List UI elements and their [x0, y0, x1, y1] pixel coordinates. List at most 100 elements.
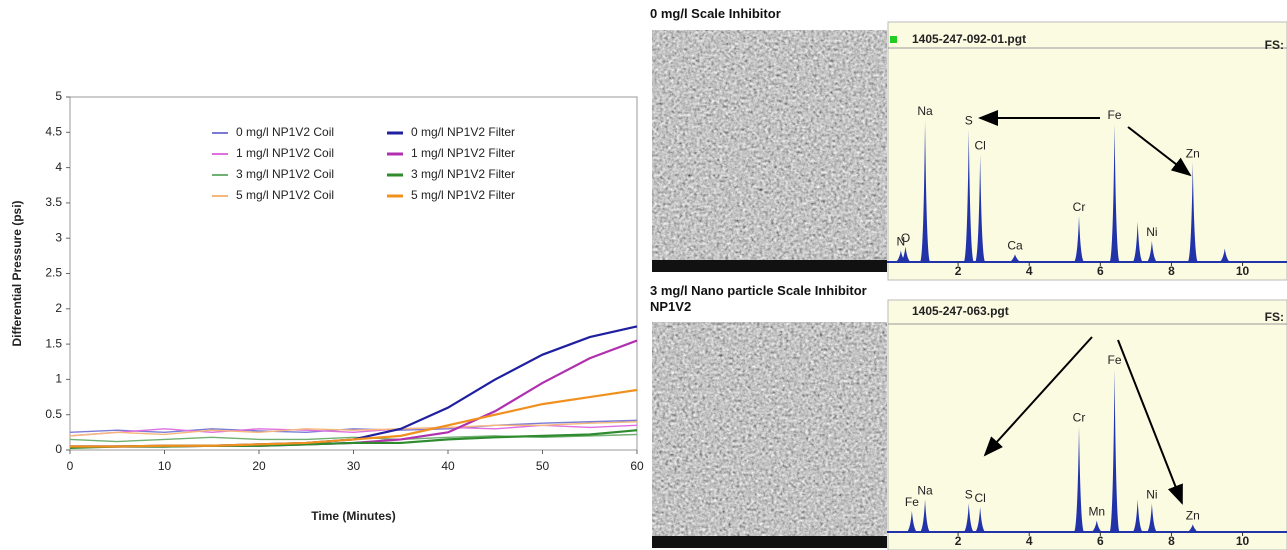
peak-label: Cr — [1073, 411, 1086, 425]
peak — [1132, 499, 1143, 532]
data-line — [70, 388, 638, 448]
data-line — [69, 433, 638, 443]
peak — [1010, 254, 1020, 262]
peak — [920, 499, 931, 532]
spectrum-file: 1405-247-063.pgt — [912, 304, 1009, 318]
arrow — [1127, 126, 1192, 177]
peak — [1074, 215, 1084, 262]
peak — [1109, 368, 1120, 532]
x-tick-label: 10 — [1236, 264, 1250, 278]
y-tick-label: 2.5 — [45, 266, 62, 280]
peak-label: Cl — [974, 491, 985, 505]
legend-label: 3 mg/l NP1V2 Coil — [236, 167, 334, 181]
peak — [906, 510, 917, 532]
peak-label: Mn — [1088, 505, 1105, 519]
y-tick-label: 0 — [55, 442, 62, 456]
x-tick-label: 8 — [1168, 264, 1175, 278]
x-tick-label: 2 — [955, 534, 962, 548]
spectrum-panel — [887, 21, 1287, 281]
x-tick-label: 4 — [1026, 264, 1033, 278]
y-tick-label: 5 — [55, 89, 62, 103]
x-tick-label: 60 — [630, 459, 644, 473]
legend-label: 3 mg/l NP1V2 Filter — [411, 167, 515, 181]
legend-label: 0 mg/l NP1V2 Filter — [411, 125, 515, 139]
sem-image — [652, 322, 887, 548]
status-icon — [890, 36, 897, 43]
peak-label: Ca — [1007, 238, 1023, 252]
y-tick-label: 3.5 — [45, 195, 62, 209]
peak-label: Na — [917, 484, 933, 498]
x-tick-label: 40 — [441, 459, 455, 473]
peak — [963, 503, 974, 532]
legend-label: 1 mg/l NP1V2 Coil — [236, 146, 334, 160]
peak-label: N — [897, 235, 906, 249]
peak — [1187, 162, 1198, 262]
spectrum-scale: FS: — [1265, 38, 1284, 52]
y-tick-label: 1.5 — [45, 336, 62, 350]
peak — [1074, 426, 1084, 532]
y-tick-label: 4.5 — [45, 124, 62, 138]
arrow — [983, 336, 1093, 457]
spectrum-file: 1405-247-092-01.pgt — [912, 32, 1026, 46]
sem-caption-bar — [652, 260, 887, 272]
peak — [1219, 248, 1230, 262]
panel-title: 0 mg/l Scale Inhibitor — [650, 6, 781, 21]
peak-label: S — [965, 487, 973, 501]
sem-caption-bar — [652, 536, 887, 548]
peak-label: O — [901, 231, 910, 245]
x-tick-label: 10 — [1236, 534, 1250, 548]
legend-label: 1 mg/l NP1V2 Filter — [411, 146, 515, 160]
peak — [1146, 503, 1157, 532]
y-tick-label: 2 — [55, 301, 62, 315]
peak — [963, 129, 974, 262]
x-tick-label: 6 — [1097, 264, 1104, 278]
legend-label: 0 mg/l NP1V2 Coil — [236, 125, 334, 139]
peak — [1091, 520, 1102, 532]
data-line — [69, 419, 638, 434]
peak-label: Zn — [1186, 508, 1200, 522]
peak — [975, 154, 986, 262]
peak-label: Cl — [974, 139, 985, 153]
x-tick-label: 4 — [1026, 534, 1033, 548]
peak — [1109, 123, 1120, 262]
peak — [975, 507, 986, 532]
x-tick-label: 50 — [536, 459, 550, 473]
spectrum-scale: FS: — [1265, 310, 1284, 324]
legend-label: 5 mg/l NP1V2 Coil — [236, 188, 334, 202]
x-tick-label: 10 — [158, 459, 172, 473]
y-tick-label: 4 — [55, 160, 62, 174]
peak-label: Zn — [1186, 146, 1200, 160]
peak — [1146, 240, 1157, 262]
peak-label: Ni — [1146, 225, 1157, 239]
y-tick-label: 1 — [55, 372, 62, 386]
x-tick-label: 8 — [1168, 534, 1175, 548]
panel-title: 3 mg/l Nano particle Scale Inhibitor NP1… — [650, 283, 867, 314]
x-tick-label: 30 — [347, 459, 361, 473]
peak-label: Na — [917, 104, 933, 118]
legend-label: 5 mg/l NP1V2 Filter — [411, 188, 515, 202]
arrow — [1117, 339, 1183, 505]
peak-label: Ni — [1146, 487, 1157, 501]
peak — [920, 119, 931, 262]
y-tick-label: 3 — [55, 230, 62, 244]
x-tick-label: 20 — [252, 459, 266, 473]
peak — [1187, 524, 1198, 532]
x-tick-label: 0 — [67, 459, 74, 473]
peak — [900, 246, 911, 262]
peak — [1132, 221, 1143, 262]
peak-label: Fe — [1108, 353, 1122, 367]
peak-label: Fe — [905, 495, 919, 509]
x-axis-label: Time (Minutes) — [311, 509, 395, 523]
peak-label: Fe — [1108, 108, 1122, 122]
sem-image — [652, 30, 887, 272]
peak-label: Cr — [1073, 200, 1086, 214]
data-line — [69, 421, 638, 437]
y-tick-label: 0.5 — [45, 407, 62, 421]
y-axis-label: Differential Pressure (psi) — [10, 200, 24, 346]
x-tick-label: 2 — [955, 264, 962, 278]
plot-area — [69, 96, 638, 451]
x-tick-label: 6 — [1097, 534, 1104, 548]
peak-label: S — [965, 114, 973, 128]
